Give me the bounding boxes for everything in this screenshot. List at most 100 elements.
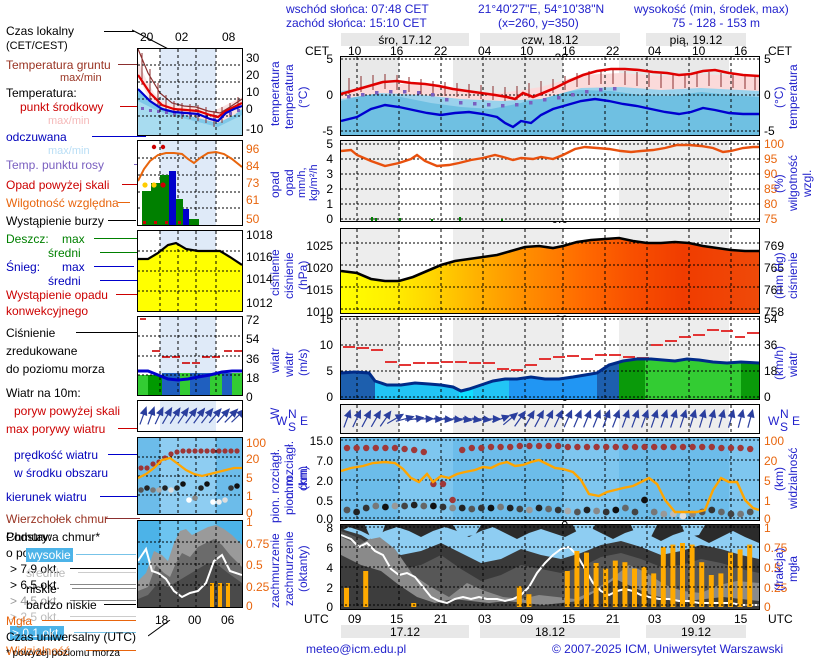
legend-panel: Czas lokalny (CET/CEST) Temperatura grun… (0, 0, 250, 660)
main-humid-ax-85: 85 (764, 182, 778, 196)
main-vlabel-temperature-unit: (°C) (296, 86, 310, 108)
mini-humid-ax-84: 84 (246, 159, 260, 173)
mini-temp-axr-20: 20 (246, 68, 260, 82)
legend-footnote: * powyżej poziomu morza (6, 648, 120, 659)
main-panel-temperature (340, 56, 760, 136)
main-vlabel-cover-unit: (oktanty) (296, 545, 310, 593)
legend-cloud-top: Wierzchołek chmur (6, 512, 109, 526)
legend-utc-label: Czas uniwersalny (UTC) (6, 630, 137, 644)
mini-vis-ax-100: 100 (246, 436, 267, 450)
mini-fog-ax-0: 0 (246, 599, 253, 613)
legend-pressure-2: zredukowane (6, 344, 78, 358)
legend-humidity: Wilgotność względna (6, 196, 119, 210)
legend-cloud-low: niskie (26, 582, 57, 596)
main-press-axr-765: 765 (764, 261, 785, 275)
legend-panel-lower: Chmury: wysokie średnie niskie bardzo ni… (0, 0, 250, 660)
main-vlabel-pressure-unit: (hPa) (296, 260, 310, 290)
utc-tick-1: 15 (390, 612, 404, 626)
mini-vlabel-wind: wiatr (268, 347, 282, 373)
mini-temp-axr-0: 0 (246, 102, 253, 116)
main-panel-pressure (340, 228, 760, 314)
mini-press-axr-1014: 1014 (246, 272, 273, 286)
legend-ground-temp: Temperatura gruntu (6, 58, 111, 72)
legend-cloud-high: wysokie (26, 548, 73, 562)
legend-snow-avg: średni (48, 274, 81, 288)
axis-label-cet-left: CET (305, 44, 329, 58)
legend-okt-79: > 7.9 okt. (10, 562, 60, 576)
main-vlabel-pressure-mm: ciśnienie (786, 252, 800, 300)
legend-rain-avg: średni (48, 246, 81, 260)
main-fog-ax-025: 0.25 (764, 581, 788, 595)
mini-humid-ax-61: 61 (246, 193, 260, 207)
sunset-text: zachód słońca: 15:10 CET (286, 16, 427, 30)
mini-vlabel-precip: opad (268, 171, 282, 199)
main-temp-ax-0: 0 (326, 88, 333, 102)
axis-label-cet-right: CET (768, 44, 792, 58)
mini-panel-cover (137, 520, 243, 608)
cet-tick-2: 22 (434, 44, 448, 58)
axis-label-utc-right: UTC (768, 612, 793, 626)
utc-tick-8: 09 (692, 612, 706, 626)
main-temp-ax-m5: -5 (322, 124, 333, 138)
legend-okt-45: > 4.5 okt. (10, 594, 60, 608)
utc-tick-9: 15 (734, 612, 748, 626)
legend-apparent-maxmin: max/min (48, 145, 90, 157)
mini-vlabel-cover: zachmurzenie (268, 533, 282, 609)
main-vis-ax-1: 1 (764, 494, 771, 508)
legend-cloud-base-1: Podstawa chmur* (6, 530, 101, 544)
daybar-cet-fri: pią, 19.12 (646, 33, 746, 47)
mini-panel-wind (137, 316, 243, 396)
main-vlabel-wind: wiatr (282, 351, 296, 377)
main-okta-ax-6: 6 (326, 541, 333, 555)
main-precip-ax-1: 1 (326, 197, 333, 211)
mini-humid-ax-96: 96 (246, 142, 260, 156)
cet-tick-1: 16 (390, 44, 404, 58)
legend-snow: Śnieg: (6, 260, 41, 274)
cet-tick-8: 10 (692, 44, 706, 58)
mini-utc-18: 18 (155, 613, 169, 627)
daybar-utc-19: 19.12 (646, 625, 746, 639)
utc-tick-6: 21 (606, 612, 620, 626)
compass-n-left: N (288, 407, 297, 421)
cet-tick-5: 16 (562, 44, 576, 58)
main-press-ax-1025: 1025 (306, 239, 333, 253)
mini-panel-pressure (137, 230, 243, 312)
main-vlabel-pressure-mm-unit: (mm Hg) (772, 252, 786, 300)
legend-clouds-head: Chmury: (6, 530, 52, 544)
legend-local-time: Czas lokalny (6, 24, 75, 38)
main-precip-ax-0: 0 (326, 212, 333, 226)
main-precip-ax-3: 3 (326, 167, 333, 181)
mini-vlabel-temperature: temperatura (268, 61, 282, 127)
altitude-value: 75 - 128 - 153 m (672, 16, 761, 30)
grid-point-text: (x=260, y=350) (498, 16, 579, 30)
legend-pressure-3: do poziomu morza (6, 362, 105, 376)
legend-ground-temp-sub: max/min (60, 72, 102, 84)
main-vlabel-temperature-r: temperatura (786, 64, 800, 130)
footer-email[interactable]: meteo@icm.edu.pl (306, 642, 406, 656)
main-humid-ax-75: 75 (764, 212, 778, 226)
mini-fog-ax-075: 0.75 (246, 537, 270, 551)
main-windr-ax-0: 0 (764, 390, 771, 404)
coordinates-text: 21°40'27"E, 54°10'38"N (478, 2, 605, 16)
sunrise-text: wschód słońca: 07:48 CET (286, 2, 429, 16)
main-vlabel-humidity-unit: (%) (772, 174, 786, 194)
legend-dewpoint: Temp. punktu rosy (6, 158, 105, 172)
main-cloud-ax-05: 0.5 (316, 494, 333, 508)
main-vlabel-cloud-unit: (km) (296, 466, 310, 490)
utc-tick-3: 03 (478, 612, 492, 626)
legend-pressure-1: Ciśnienie (6, 326, 56, 340)
utc-tick-7: 03 (648, 612, 662, 626)
mini-press-axr-1012: 1012 (246, 296, 273, 310)
mini-windr-ax-54: 54 (246, 332, 260, 346)
main-panel-precip (340, 140, 760, 222)
main-humid-ax-100: 100 (764, 137, 785, 151)
cet-tick-6: 22 (606, 44, 620, 58)
mini-fog-ax-1: 1 (246, 515, 253, 529)
mini-press-axr-1016: 1016 (246, 250, 273, 264)
mini-windr-ax-72: 72 (246, 313, 260, 327)
mini-temp-axr-30: 30 (246, 51, 260, 65)
legend-wind-dir: kierunek wiatru (6, 490, 87, 504)
legend-temp-maxmin: max/min (48, 115, 90, 127)
compass-s-left: S (288, 420, 297, 434)
daybar-utc-17: 17.12 (341, 625, 469, 639)
